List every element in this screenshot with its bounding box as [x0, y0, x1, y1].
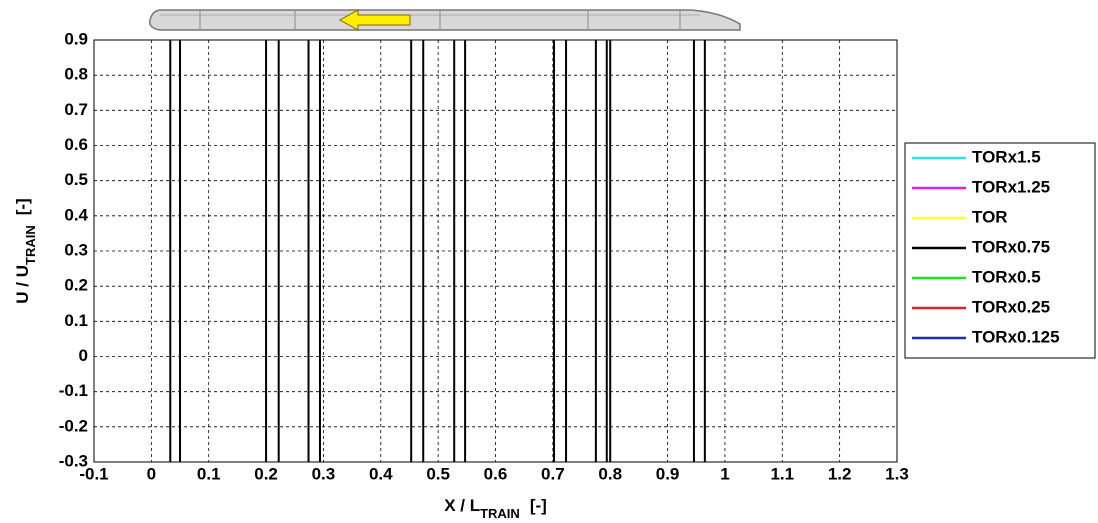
label-main: X / L	[444, 496, 480, 515]
label-main: U / U	[13, 265, 32, 304]
x-tick-label: 0	[147, 464, 156, 483]
x-tick-label: 0.7	[541, 464, 565, 483]
label-sub: TRAIN	[480, 506, 520, 521]
legend-label: TORx1.5	[972, 147, 1041, 166]
x-tick-label: -0.1	[79, 464, 108, 483]
y-tick-label: 0	[79, 346, 88, 365]
plot-area	[93, 39, 898, 463]
x-tick-label: 0.5	[426, 464, 450, 483]
x-tick-label: 0.1	[197, 464, 221, 483]
y-tick-label: -0.3	[59, 451, 88, 470]
y-tick-label: 0.2	[64, 276, 88, 295]
y-tick-label: 0.6	[64, 135, 88, 154]
x-tick-label: 1.2	[828, 464, 852, 483]
label-sub: TRAIN	[23, 225, 38, 265]
xlabel-label: X / LTRAIN [-]	[444, 496, 547, 520]
x-tick-label: 1.3	[885, 464, 909, 483]
y-tick-label: 0.7	[64, 100, 88, 119]
x-tick-label: 0.4	[369, 464, 393, 483]
y-tick-label: 0.8	[64, 65, 88, 84]
x-tick-label: 0.9	[656, 464, 680, 483]
x-tick-label: 0.8	[598, 464, 622, 483]
y-tick-label: 0.9	[64, 29, 88, 48]
y-tick-label: -0.1	[59, 381, 88, 400]
legend-label: TORx0.125	[972, 327, 1060, 346]
label-unit: [-]	[13, 198, 32, 215]
legend-box	[904, 142, 1096, 359]
y-tick-label: -0.2	[59, 416, 88, 435]
y-tick-label: 0.3	[64, 240, 88, 259]
x-tick-label: 1	[720, 464, 729, 483]
legend-label: TOR	[972, 207, 1008, 226]
legend-label: TORx0.5	[972, 267, 1041, 286]
label-unit: [-]	[530, 496, 547, 515]
legend-label: TORx0.25	[972, 297, 1050, 316]
y-tick-label: 0.1	[64, 311, 88, 330]
x-tick-label: 1.1	[770, 464, 794, 483]
legend-label: TORx0.75	[972, 237, 1050, 256]
x-tick-label: 0.2	[254, 464, 278, 483]
y-tick-label: 0.4	[64, 205, 88, 224]
x-tick-label: 0.3	[312, 464, 336, 483]
ylabel-label: U / UTRAIN [-]	[13, 198, 37, 303]
train-icon	[148, 9, 741, 31]
legend-label: TORx1.25	[972, 177, 1050, 196]
y-tick-label: 0.5	[64, 170, 88, 189]
x-tick-label: 0.6	[484, 464, 508, 483]
